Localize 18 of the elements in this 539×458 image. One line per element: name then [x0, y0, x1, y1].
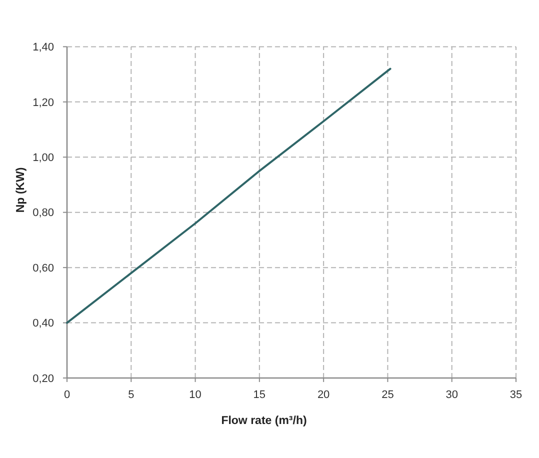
- y-tick-label: 0,80: [32, 207, 54, 220]
- y-tick-label: 1,40: [32, 42, 54, 54]
- x-tick-label: 20: [317, 389, 330, 401]
- y-tick-label: 1,20: [32, 96, 54, 109]
- x-tick-label: 10: [189, 389, 202, 401]
- x-tick-label: 0: [64, 389, 70, 401]
- x-tick-label: 5: [128, 389, 134, 401]
- y-tick-label: 1,00: [32, 152, 54, 164]
- x-tick-label: 25: [382, 389, 394, 401]
- y-axis-title: Np (KW): [15, 167, 27, 213]
- line-series: [66, 68, 392, 324]
- x-tick-label: 30: [446, 389, 458, 401]
- x-axis-title: Flow rate (m³/h): [221, 415, 307, 427]
- y-tick-label: 0,40: [32, 318, 54, 330]
- y-tick-label: 0,60: [32, 262, 54, 274]
- x-tick-label: 15: [253, 389, 266, 401]
- x-tick-label: 35: [510, 389, 522, 401]
- y-tick-label: 0,20: [32, 372, 54, 385]
